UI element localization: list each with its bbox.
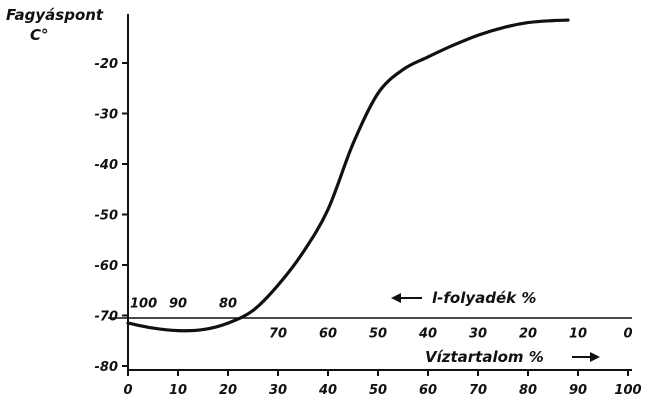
secondary-x-axis-title: l-folyadék % [391,289,536,307]
right-arrow-icon [590,352,600,362]
y-axis-unit: C° [30,26,49,44]
x-tick-label: 60 [419,383,437,398]
y-tick-label: -30 [95,108,119,123]
x-axis-label: Víztartalom % [425,348,544,366]
x-tick-label: 10 [169,383,187,398]
y-tick-label: -60 [95,259,119,274]
x-tick-label: 70 [469,383,487,398]
x-axis-title: Víztartalom % [425,348,600,366]
x-tick-label: 50 [369,383,387,398]
x2-tick-label: 20 [519,327,537,342]
y-axis-label: Fagyáspont [6,6,104,24]
freezing-point-curve [126,18,570,333]
x2-tick-label: 100 [130,297,157,312]
y-ticks: -20 -30 -40 -50 -60 -70 -80 [95,57,128,375]
x-tick-label: 100 [614,383,641,398]
x-tick-label: 80 [519,383,537,398]
x-tick-label: 90 [569,383,587,398]
x2-tick-label: 60 [319,327,337,342]
x2-tick-label: 10 [569,327,587,342]
x2-tick-label: 90 [169,297,187,312]
x2-tick-label: 70 [269,327,287,342]
x-tick-label: 20 [219,383,237,398]
x2-tick-label: 50 [369,327,387,342]
x2-tick-label: 30 [469,327,487,342]
x2-tick-label: 40 [418,327,437,342]
y-tick-label: -40 [95,158,119,173]
y-tick-label: -70 [95,310,119,325]
x-tick-label: 40 [318,383,337,398]
x2-axis-label: l-folyadék % [432,289,536,307]
x-ticks: 0 10 20 30 40 50 60 70 80 90 100 [123,370,642,398]
x2-tick-label: 0 [623,327,632,342]
x2-tick-label: 80 [219,297,237,312]
y-tick-label: -50 [95,209,119,224]
left-arrow-icon [391,293,401,303]
y-tick-label: -80 [95,360,119,375]
y-tick-label: -20 [95,57,119,72]
x-tick-label: 30 [269,383,287,398]
y-axis-title: Fagyáspont C° [6,6,104,44]
x-tick-label: 0 [123,383,132,398]
